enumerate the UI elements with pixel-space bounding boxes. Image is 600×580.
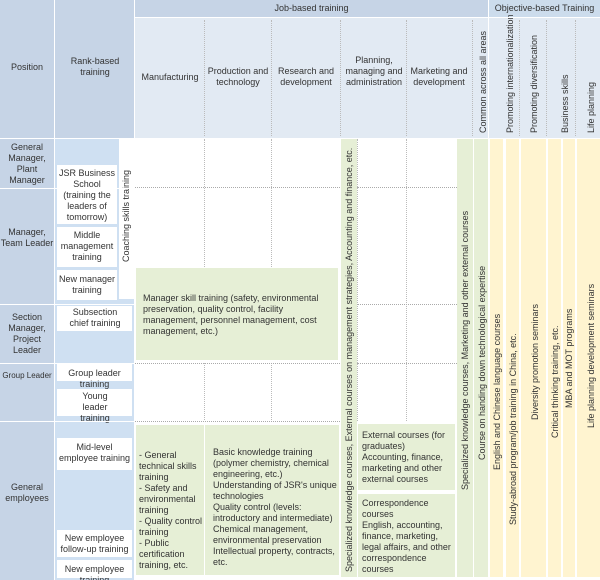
mba: MBA and MOT programs — [564, 308, 574, 408]
rank-followup: New employee follow-up training — [60, 533, 129, 554]
position-group-leader-cell — [0, 364, 54, 421]
position-general: General employees — [5, 482, 49, 503]
research-header: Research and development — [277, 66, 335, 87]
rank-coaching-box — [119, 139, 134, 299]
position-gm-cell — [0, 139, 54, 188]
rank-header-cell — [55, 0, 134, 138]
diversity-strip — [521, 139, 546, 577]
rank-group-leader-box — [57, 364, 132, 381]
rank-middle-mgmt: Middle management training — [60, 230, 114, 262]
position-header-cell — [0, 0, 54, 138]
rank-mid-level-box — [57, 438, 132, 470]
marketing-header: Marketing and development — [410, 66, 468, 87]
rank-jsr-school-box — [57, 165, 117, 224]
rank-young-leader: Young leader training — [80, 391, 110, 423]
critical-strip — [548, 139, 561, 577]
external-courses: External courses (for graduates) Account… — [362, 430, 446, 484]
manufacturing-header: Manufacturing — [141, 72, 199, 82]
correspondence-box — [358, 494, 455, 577]
position-manager: Manager, Team Leader — [0, 227, 54, 248]
rank-followup-box — [57, 530, 132, 557]
tech-expertise: Course on handing down technological exp… — [477, 265, 487, 460]
general-technical: - General technical skills training - Sa… — [139, 450, 203, 570]
rank-middle-mgmt-box — [57, 227, 117, 267]
rank-new-employee: New employee training — [64, 564, 125, 580]
general-technical-box — [136, 425, 204, 575]
rank-subsection-box — [57, 306, 132, 331]
mba-strip — [563, 139, 575, 577]
position-manager-cell — [0, 189, 54, 304]
planning-header: Planning, managing and administration — [345, 55, 403, 87]
rank-new-employee-box — [57, 560, 132, 578]
position-gm: General Manager, Plant Manager — [8, 142, 46, 185]
position-general-cell — [0, 422, 54, 580]
manager-skill-training-box — [136, 268, 338, 360]
position-section: Section Manager, Project Leader — [8, 312, 46, 355]
planning-ext-strip — [341, 139, 357, 577]
position-header: Position — [10, 62, 44, 72]
life-seminars-strip — [577, 139, 600, 577]
rank-jsr-school: JSR Business School (training the leader… — [58, 168, 116, 222]
rank-header: Rank-based training — [70, 56, 120, 77]
rank-subsection: Subsection chief training — [69, 307, 121, 328]
job-based-header-cell — [135, 0, 488, 17]
marketing-ext-strip — [457, 139, 473, 577]
manager-skill-training: Manager skill training (safety, environm… — [143, 293, 319, 336]
rank-new-manager: New manager training — [58, 274, 116, 295]
basic-knowledge-box — [205, 425, 339, 575]
rank-new-manager-box — [57, 270, 117, 300]
diversity: Diversity promotion seminars — [530, 303, 540, 420]
rank-mid-level: Mid-level employee training — [58, 442, 131, 463]
lang: English and Chinese language courses — [492, 313, 502, 470]
tech-expertise-strip — [474, 139, 488, 577]
rank-young-leader-box — [57, 389, 132, 416]
position-section-cell — [0, 305, 54, 363]
study-abroad: Study-abroad program/job training in Chi… — [508, 333, 518, 525]
rank-group-leader: Group leader training — [68, 368, 121, 389]
planning-ext: Specialized knowledge courses, External … — [344, 147, 354, 572]
internationalization-header: Promoting internationalization — [505, 14, 515, 133]
rank-coaching: Coaching skills training — [121, 169, 131, 262]
objective-header: Objective-based Training — [494, 3, 595, 13]
external-courses-box — [358, 424, 455, 490]
objective-header-cell — [489, 0, 600, 17]
position-group-leader: Group Leader — [2, 371, 52, 380]
job-subheader-row — [135, 18, 488, 138]
basic-knowledge: Basic knowledge training (polymer chemis… — [213, 447, 337, 567]
diversification-header: Promoting diversification — [529, 34, 539, 133]
correspondence: Correspondence courses English, accounti… — [362, 498, 451, 574]
critical: Critical thinking training, etc. — [550, 325, 560, 438]
job-based-header: Job-based training — [274, 3, 349, 13]
marketing-ext: Specialized knowledge courses, Marketing… — [460, 210, 470, 490]
lang-strip — [490, 139, 503, 577]
life-planning-header: Life planning — [586, 81, 596, 133]
production-header: Production and technology — [207, 66, 269, 87]
life-seminars: Life planning development seminars — [586, 283, 596, 428]
objective-subheader-row — [489, 18, 600, 138]
study-abroad-strip — [506, 139, 519, 577]
business-skills-header: Business skills — [560, 74, 570, 133]
